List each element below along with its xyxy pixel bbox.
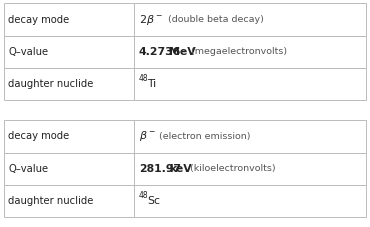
Bar <box>4 3 134 36</box>
Bar <box>4 185 134 217</box>
Text: (electron emission): (electron emission) <box>157 132 251 141</box>
Bar <box>4 120 134 153</box>
Text: decay mode: decay mode <box>8 15 70 25</box>
Text: MeV: MeV <box>169 47 196 57</box>
Text: $\beta^-$: $\beta^-$ <box>139 129 156 143</box>
Bar <box>4 68 134 100</box>
Text: keV: keV <box>169 164 192 174</box>
Bar <box>134 185 366 217</box>
Text: Q–value: Q–value <box>8 47 48 57</box>
Bar <box>4 36 134 68</box>
Text: (double beta decay): (double beta decay) <box>165 15 264 24</box>
Text: 4.2736: 4.2736 <box>139 47 181 57</box>
Text: decay mode: decay mode <box>8 131 70 141</box>
Bar <box>134 3 366 36</box>
Bar <box>134 36 366 68</box>
Text: Q–value: Q–value <box>8 164 48 174</box>
Text: Ti: Ti <box>148 79 157 89</box>
Text: 281.97: 281.97 <box>139 164 181 174</box>
Text: $2\beta^-$: $2\beta^-$ <box>139 12 163 27</box>
Bar <box>4 153 134 185</box>
Bar <box>134 68 366 100</box>
Text: daughter nuclide: daughter nuclide <box>8 196 94 206</box>
Bar <box>134 120 366 153</box>
Text: Sc: Sc <box>148 196 161 206</box>
Text: 48: 48 <box>139 191 148 200</box>
Text: 48: 48 <box>139 74 148 83</box>
Bar <box>134 153 366 185</box>
Text: (kiloelectronvolts): (kiloelectronvolts) <box>187 164 276 173</box>
Text: daughter nuclide: daughter nuclide <box>8 79 94 89</box>
Text: (megaelectronvolts): (megaelectronvolts) <box>188 47 287 56</box>
